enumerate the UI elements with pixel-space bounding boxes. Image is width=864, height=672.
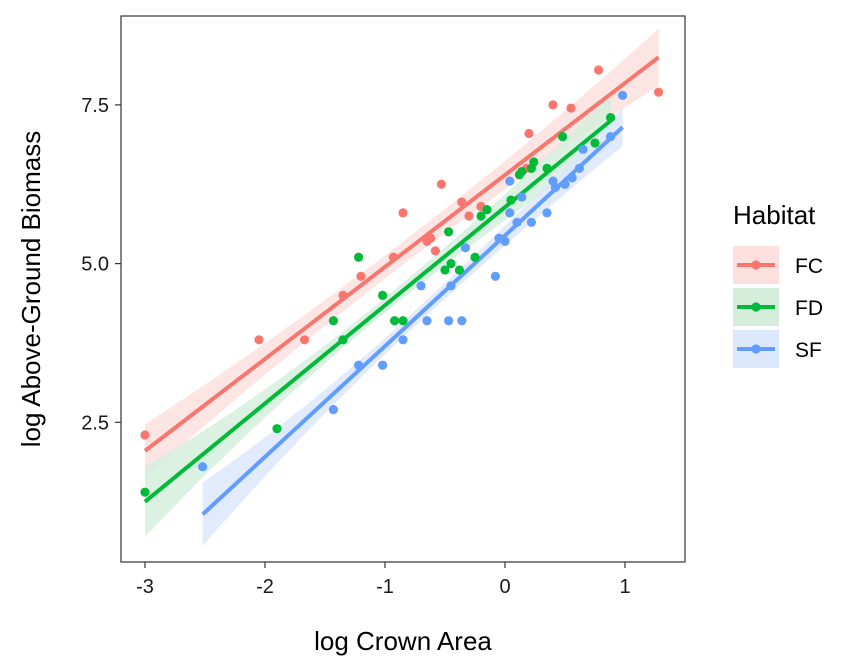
point-fd [338, 335, 348, 345]
point-fc [388, 252, 398, 262]
point-fc [654, 87, 664, 97]
point-fd [272, 424, 282, 434]
point-fd [440, 265, 450, 275]
x-tick-label: -3 [136, 576, 154, 598]
point-sf [574, 163, 585, 173]
point-sf [500, 236, 510, 246]
x-axis: -3 -2 -1 0 1 [136, 562, 631, 598]
legend-label: SF [795, 339, 822, 362]
x-tick-label: 1 [619, 576, 630, 598]
point-fd [378, 290, 388, 300]
point-fd [506, 195, 516, 205]
point-fd [444, 227, 454, 237]
point-sf [517, 192, 527, 202]
legend-key-point [751, 344, 761, 354]
point-sf [416, 281, 426, 291]
point-sf [560, 179, 570, 189]
legend: Habitat FC FD SF [733, 200, 823, 368]
point-fc [457, 197, 467, 207]
y-axis: 2.5 5.0 7.5 [81, 95, 121, 434]
point-fd [140, 487, 150, 497]
point-fd [517, 166, 527, 177]
point-fc [426, 233, 436, 243]
fit-lines [143, 55, 660, 516]
fit-line-sf [201, 125, 624, 516]
point-fc [566, 103, 576, 113]
point-sf [505, 176, 515, 186]
point-sf [542, 208, 552, 218]
point-fd [558, 132, 568, 142]
point-fc [254, 335, 264, 345]
point-fc [594, 65, 604, 75]
point-fc [524, 128, 534, 139]
point-sf [354, 360, 364, 370]
x-tick-label: -2 [256, 576, 274, 598]
point-sf [457, 316, 467, 326]
point-sf [328, 405, 338, 415]
legend-item-fc: FC [733, 246, 823, 284]
band-fd [145, 95, 611, 537]
point-sf [446, 281, 456, 291]
y-tick-label: 2.5 [81, 412, 109, 434]
point-sf [512, 217, 522, 227]
legend-title: Habitat [733, 200, 816, 230]
x-axis-title: log Crown Area [314, 626, 492, 656]
point-fc [398, 208, 408, 218]
point-sf [444, 316, 454, 326]
point-sf [550, 182, 561, 193]
point-fc [140, 430, 150, 440]
point-fd [446, 259, 456, 269]
y-tick-label: 7.5 [81, 95, 109, 117]
point-fc [430, 246, 440, 256]
point-fd [328, 316, 338, 326]
x-tick-label: 0 [499, 576, 510, 598]
point-fc [464, 211, 474, 221]
point-fd [398, 316, 408, 326]
band-sf [202, 108, 623, 547]
point-sf [198, 462, 208, 472]
point-sf [526, 217, 537, 227]
point-fd [606, 112, 616, 123]
point-fc [548, 100, 558, 110]
y-axis-title: log Above-Ground Biomass [16, 131, 46, 448]
point-fd [470, 252, 480, 262]
point-fd [476, 211, 486, 221]
point-fd [390, 316, 400, 326]
legend-label: FC [795, 255, 823, 278]
point-sf [606, 132, 616, 142]
point-sf [422, 316, 432, 326]
point-sf [460, 243, 470, 253]
point-fd [529, 157, 539, 167]
point-fd [542, 163, 552, 173]
point-sf [490, 271, 500, 281]
point-sf [505, 208, 515, 218]
x-tick-label: -1 [376, 576, 394, 598]
point-sf [398, 335, 408, 345]
point-fc [436, 179, 446, 189]
point-fc [300, 335, 310, 345]
fit-line-fd [143, 119, 612, 504]
fit-line-fc [143, 55, 660, 453]
point-fd [590, 138, 600, 148]
point-fd [482, 205, 492, 215]
legend-key-point [751, 260, 761, 270]
legend-item-fd: FD [733, 288, 823, 326]
point-sf [578, 144, 588, 154]
point-fd [354, 252, 364, 262]
legend-item-sf: SF [733, 330, 822, 368]
data-points [140, 65, 664, 497]
legend-label: FD [795, 297, 823, 320]
y-tick-label: 5.0 [81, 254, 109, 276]
legend-key-point [751, 302, 761, 312]
point-sf [378, 360, 388, 370]
point-sf [567, 173, 577, 183]
point-fc [356, 271, 366, 281]
point-fd [454, 265, 464, 275]
point-fc [338, 290, 348, 300]
point-sf [618, 90, 628, 100]
